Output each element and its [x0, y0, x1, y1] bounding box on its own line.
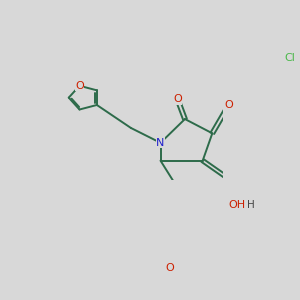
Text: OH: OH	[228, 200, 245, 210]
Text: O: O	[173, 94, 182, 104]
Text: O: O	[166, 262, 175, 273]
Text: H: H	[247, 200, 255, 210]
Text: O: O	[75, 81, 84, 91]
Text: O: O	[224, 100, 233, 110]
Text: N: N	[156, 138, 165, 148]
Text: Cl: Cl	[285, 53, 296, 63]
